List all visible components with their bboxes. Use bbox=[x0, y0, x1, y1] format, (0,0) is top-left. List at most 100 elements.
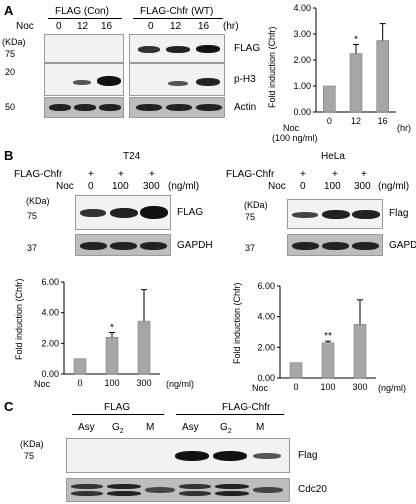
band bbox=[322, 210, 350, 219]
noc-label-hela: Noc bbox=[268, 181, 286, 192]
mw-50-a: 50 bbox=[5, 102, 16, 112]
y-tick-label: 1.00 bbox=[293, 81, 311, 91]
mw-unit-hela: (KDa) bbox=[244, 200, 268, 210]
x-tick-label: 12 bbox=[351, 116, 361, 126]
band bbox=[215, 491, 249, 496]
phase-m-2: M bbox=[256, 422, 265, 433]
x-tick-label: 0 bbox=[327, 116, 332, 126]
mw-20-a: 20 bbox=[5, 67, 16, 77]
y-tick-label: 2.00 bbox=[293, 55, 311, 65]
group-underline-con bbox=[48, 18, 122, 19]
group-label-flag-chfr-c: FLAG-Chfr bbox=[222, 402, 271, 413]
blot-a-ph3-con bbox=[44, 63, 124, 96]
y-tick-label: 0.00 bbox=[257, 373, 275, 383]
dose-unit-hela: (ng/ml) bbox=[378, 181, 410, 192]
y-tick-label: 6.00 bbox=[257, 281, 275, 291]
blot-label-flag-hela: Flag bbox=[389, 208, 409, 219]
blot-label-ph3-a: p-H3 bbox=[234, 74, 256, 85]
y-tick-label: 3.00 bbox=[293, 29, 311, 39]
dose-0-t24: 0 bbox=[88, 181, 94, 192]
dose-100-hela: 100 bbox=[324, 181, 341, 192]
band bbox=[140, 206, 168, 219]
blot-a-actin-wt bbox=[129, 97, 225, 118]
flag-chfr-label-hela: FLAG-Chfr bbox=[226, 169, 275, 180]
x-tick-label: 100 bbox=[104, 378, 119, 388]
mw-unit-t24: (KDa) bbox=[26, 196, 50, 206]
y-tick-label: 4.00 bbox=[41, 308, 59, 318]
band bbox=[145, 487, 175, 493]
band bbox=[110, 208, 138, 218]
x-tick-label: 16 bbox=[378, 116, 388, 126]
chart-b-hela: 0.00 2.00 4.00 6.00 0 ** 100 300 bbox=[257, 281, 376, 392]
bar bbox=[376, 40, 389, 113]
band bbox=[322, 242, 349, 250]
band bbox=[352, 210, 380, 219]
panel-c-letter: C bbox=[4, 399, 14, 414]
dose-100-t24: 100 bbox=[112, 181, 129, 192]
blot-t24-gapdh bbox=[75, 234, 171, 256]
chart-b-hela-xunit: (ng/ml) bbox=[378, 383, 407, 393]
group-label-flag-chfr-wt: FLAG-Chfr (WT) bbox=[140, 6, 214, 17]
phase-m-1: M bbox=[146, 422, 155, 433]
dose-300-hela: 300 bbox=[354, 181, 371, 192]
group-label-flag-c: FLAG bbox=[104, 402, 131, 413]
dose-0-hela: 0 bbox=[300, 181, 306, 192]
significance-marker: * bbox=[110, 323, 114, 334]
band bbox=[71, 484, 103, 489]
bar bbox=[289, 362, 303, 379]
plus-hela-3: + bbox=[361, 169, 367, 180]
significance-marker: * bbox=[354, 34, 358, 45]
chart-a-xunit: (hr) bbox=[397, 123, 411, 133]
band bbox=[71, 491, 103, 496]
mw-unit-c: (KDa) bbox=[20, 439, 44, 449]
phase-g2-2: G2 bbox=[220, 423, 232, 436]
y-tick-label: 4.00 bbox=[293, 3, 311, 13]
plus-hela-2: + bbox=[332, 169, 338, 180]
chart-a-xprefix2: (100 ng/ml) bbox=[272, 133, 318, 143]
bar bbox=[73, 358, 87, 375]
band bbox=[292, 212, 318, 218]
blot-label-actin-a: Actin bbox=[234, 102, 257, 113]
plus-hela-1: + bbox=[300, 169, 306, 180]
chart-b-t24-xunit: (ng/ml) bbox=[166, 379, 195, 389]
band bbox=[196, 45, 220, 53]
band bbox=[196, 104, 222, 111]
band bbox=[136, 104, 162, 111]
band bbox=[97, 76, 121, 86]
chart-b-hela-xprefix: Noc bbox=[252, 383, 269, 393]
blot-label-flag-t24: FLAG bbox=[177, 207, 204, 218]
bar bbox=[137, 320, 151, 375]
phase-asy-1: Asy bbox=[78, 422, 95, 433]
blot-label-gapdh-t24: GAPDH bbox=[177, 240, 213, 251]
band bbox=[110, 242, 137, 250]
dose-300-t24: 300 bbox=[143, 181, 160, 192]
time-12-con: 12 bbox=[77, 21, 89, 32]
y-tick-label: 2.00 bbox=[257, 342, 275, 352]
bar bbox=[323, 85, 336, 113]
band bbox=[196, 78, 220, 86]
band bbox=[175, 451, 209, 461]
band bbox=[253, 453, 281, 459]
phase-g2-1: G2 bbox=[112, 423, 124, 436]
band bbox=[215, 484, 249, 489]
plus-t24-3: + bbox=[149, 169, 155, 180]
blot-a-ph3-wt bbox=[129, 63, 225, 96]
band bbox=[213, 451, 247, 461]
x-tick-label: 0 bbox=[77, 378, 82, 388]
group-underline-wt bbox=[133, 18, 223, 19]
y-tick-label: 0.00 bbox=[293, 107, 311, 117]
band bbox=[166, 104, 192, 111]
noc-label-a: Noc bbox=[16, 21, 34, 32]
phase-asy-2: Asy bbox=[182, 422, 199, 433]
x-tick-label: 0 bbox=[293, 382, 298, 392]
mw-37-hela: 37 bbox=[245, 243, 256, 253]
flag-chfr-label-t24: FLAG-Chfr bbox=[14, 169, 63, 180]
band bbox=[138, 46, 160, 53]
y-tick-label: 6.00 bbox=[41, 277, 59, 287]
panel-a-letter: A bbox=[4, 3, 14, 18]
blot-a-actin-con bbox=[44, 97, 124, 118]
band bbox=[179, 491, 211, 496]
blot-t24-flag bbox=[75, 195, 171, 230]
chart-a-ylabel: Fold induction (Chfr) bbox=[267, 26, 277, 108]
band bbox=[253, 487, 283, 493]
